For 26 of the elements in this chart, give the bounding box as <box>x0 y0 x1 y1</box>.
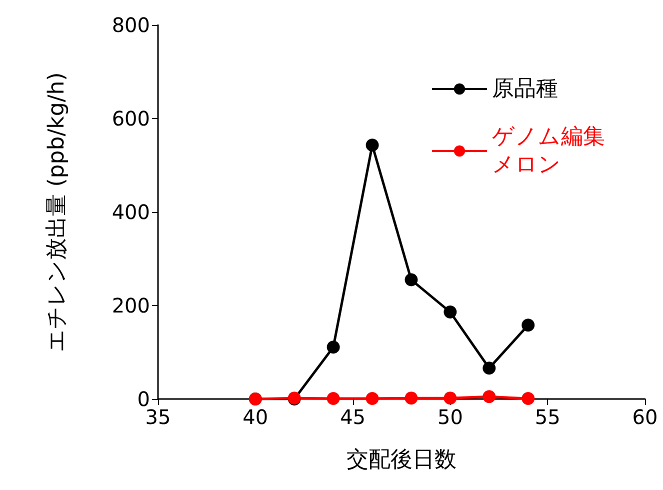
x-tick-label: 55 <box>534 405 560 429</box>
point <box>522 392 535 406</box>
x-tick-label: 40 <box>242 405 268 429</box>
point <box>444 392 457 405</box>
point <box>326 340 340 354</box>
point <box>482 362 496 375</box>
point <box>404 273 418 286</box>
x-tick-label: 50 <box>437 405 463 429</box>
x-tick-label: 60 <box>632 405 658 429</box>
y-tick-label: 800 <box>112 13 150 37</box>
point <box>366 138 379 152</box>
y-axis-title: エチレン放出量 (ppb/kg/h) <box>44 72 70 352</box>
x-tick-label: 35 <box>145 405 171 429</box>
y-tick-label: 200 <box>112 294 150 318</box>
y-tick-label: 600 <box>112 106 150 130</box>
x-tick-label: 45 <box>340 405 366 429</box>
x-axis-title: 交配後日数 <box>346 448 456 472</box>
point <box>444 306 457 319</box>
point <box>522 318 535 332</box>
legend-label: 原品種 <box>492 76 558 102</box>
point <box>366 392 379 406</box>
point <box>326 392 340 406</box>
legend-label: ゲノム編集メロン <box>492 124 605 178</box>
y-tick-label: 400 <box>112 200 150 224</box>
point <box>404 392 418 405</box>
point <box>482 390 496 404</box>
